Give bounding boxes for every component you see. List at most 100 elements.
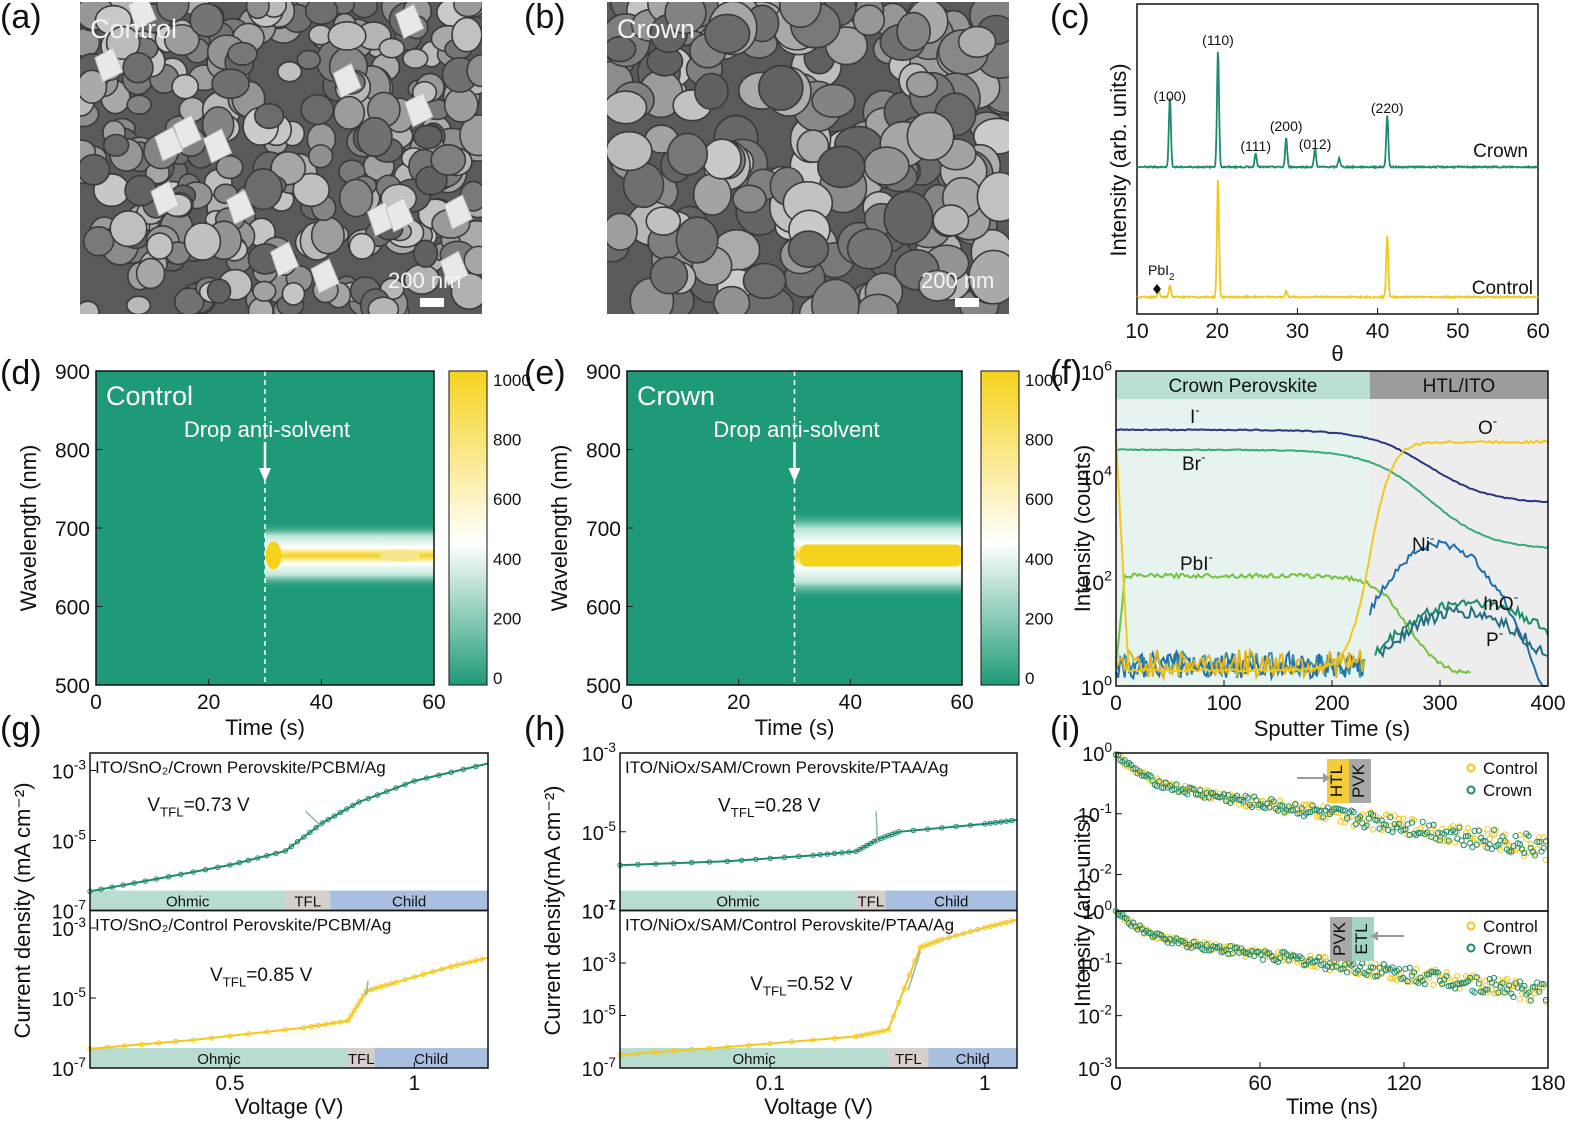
series-line-control <box>1136 179 1539 300</box>
data-point <box>1008 918 1015 924</box>
y-tick-label: 700 <box>586 518 621 541</box>
data-point <box>1192 942 1200 949</box>
sem-grain <box>270 151 307 186</box>
y-tick-label: 100 <box>1081 674 1112 700</box>
plot-frame <box>89 909 489 1069</box>
data-point <box>1203 941 1210 948</box>
region-label: Ohmic <box>166 894 210 911</box>
data-point <box>1490 974 1498 982</box>
y-tick-label: 10-5 <box>52 828 86 854</box>
data-point <box>1482 986 1489 993</box>
data-point <box>1145 929 1152 936</box>
data-point <box>1499 980 1506 987</box>
data-point <box>1160 784 1167 792</box>
data-point <box>1452 829 1459 836</box>
sem-flake <box>332 62 362 99</box>
sem-grain <box>976 171 1009 223</box>
data-point <box>1259 956 1266 963</box>
colorbar-tick-label: 800 <box>493 431 521 450</box>
sem-flake <box>310 258 340 294</box>
data-point <box>1471 989 1478 996</box>
x-axis-label: Time (s) <box>755 715 835 740</box>
sem-grain <box>666 132 709 176</box>
data-point <box>864 1031 870 1038</box>
data-point <box>1415 829 1422 837</box>
x-tick-label: 0 <box>1110 692 1122 715</box>
region-label: TFL <box>895 1051 922 1068</box>
x-tick-label: 30 <box>1286 320 1309 343</box>
data-point <box>1419 818 1426 825</box>
region-header-htl <box>1369 371 1548 399</box>
sem-grain <box>787 230 830 268</box>
sem-grain <box>704 13 751 54</box>
y-tick-label: 10-7 <box>582 1055 616 1081</box>
data-point <box>1369 811 1377 819</box>
sem-grain <box>378 37 406 59</box>
sem-grain <box>811 83 856 118</box>
sem-grain <box>307 144 334 169</box>
data-point <box>1540 981 1547 988</box>
data-point <box>448 769 454 775</box>
data-point <box>360 993 367 999</box>
sem-grain <box>742 262 787 300</box>
x-tick-label: 0 <box>90 691 102 714</box>
data-point <box>1406 964 1413 971</box>
panel-label-i: (i) <box>1050 710 1081 748</box>
data-point <box>138 1041 145 1048</box>
sem-grain <box>883 190 934 246</box>
data-point <box>1452 985 1459 992</box>
data-point <box>1395 820 1403 828</box>
data-point <box>337 809 344 816</box>
sem-grain <box>846 228 893 270</box>
y-tick-label: 10-3 <box>52 758 86 784</box>
colorbar-tick-label: 400 <box>1025 550 1053 569</box>
data-point <box>796 853 802 860</box>
data-point <box>1363 822 1370 829</box>
data-point <box>420 971 427 978</box>
y-tick-label: 600 <box>586 597 621 620</box>
colorbar-tick-label: 600 <box>493 490 521 509</box>
legend-label: Control <box>1483 759 1538 778</box>
sem-grain <box>173 287 205 314</box>
data-point <box>724 1044 730 1050</box>
data-point <box>345 1018 351 1024</box>
sem-flake <box>395 3 425 40</box>
series-label-i: I- <box>1190 402 1200 428</box>
sem-grain <box>292 172 330 208</box>
sem-grain-texture <box>607 2 1009 314</box>
x-axis-label: Time (ns) <box>1286 1094 1378 1119</box>
sem-grain <box>333 95 366 130</box>
data-point <box>454 962 460 968</box>
series-line-o <box>1115 439 1549 673</box>
data-point <box>1434 969 1441 976</box>
region-tfl <box>888 1048 929 1068</box>
data-point <box>1417 829 1424 837</box>
data-point <box>357 998 363 1004</box>
data-point <box>1257 951 1264 958</box>
x-tick-label: 0 <box>1110 1072 1122 1095</box>
x-axis-label: θ <box>1331 341 1343 366</box>
data-point <box>378 983 384 990</box>
data-point <box>1527 840 1534 848</box>
vtfl-label: VTFL=0.52 V <box>750 974 853 999</box>
data-point <box>907 972 913 978</box>
series-line <box>619 918 1018 1056</box>
layer-label: PVK <box>1349 763 1368 798</box>
sem-grain <box>102 133 130 157</box>
data-point <box>1248 947 1256 955</box>
sclc-chart-h: Ohmic TFL Child ITO/NiOx/SAM/Crown Perovski… <box>540 740 1018 1119</box>
data-point <box>1378 969 1385 976</box>
sem-grain <box>430 144 467 176</box>
colorbar-tick-label: 200 <box>1025 609 1053 628</box>
data-point <box>1423 971 1431 978</box>
data-point <box>1434 830 1441 837</box>
x-tick-label: 1 <box>408 1072 420 1095</box>
data-point <box>448 963 454 970</box>
data-point <box>120 882 126 888</box>
data-point <box>1471 835 1478 842</box>
data-point <box>1003 919 1009 926</box>
data-point <box>1430 821 1437 828</box>
x-tick-label: 40 <box>310 691 333 714</box>
data-point <box>1147 772 1154 779</box>
